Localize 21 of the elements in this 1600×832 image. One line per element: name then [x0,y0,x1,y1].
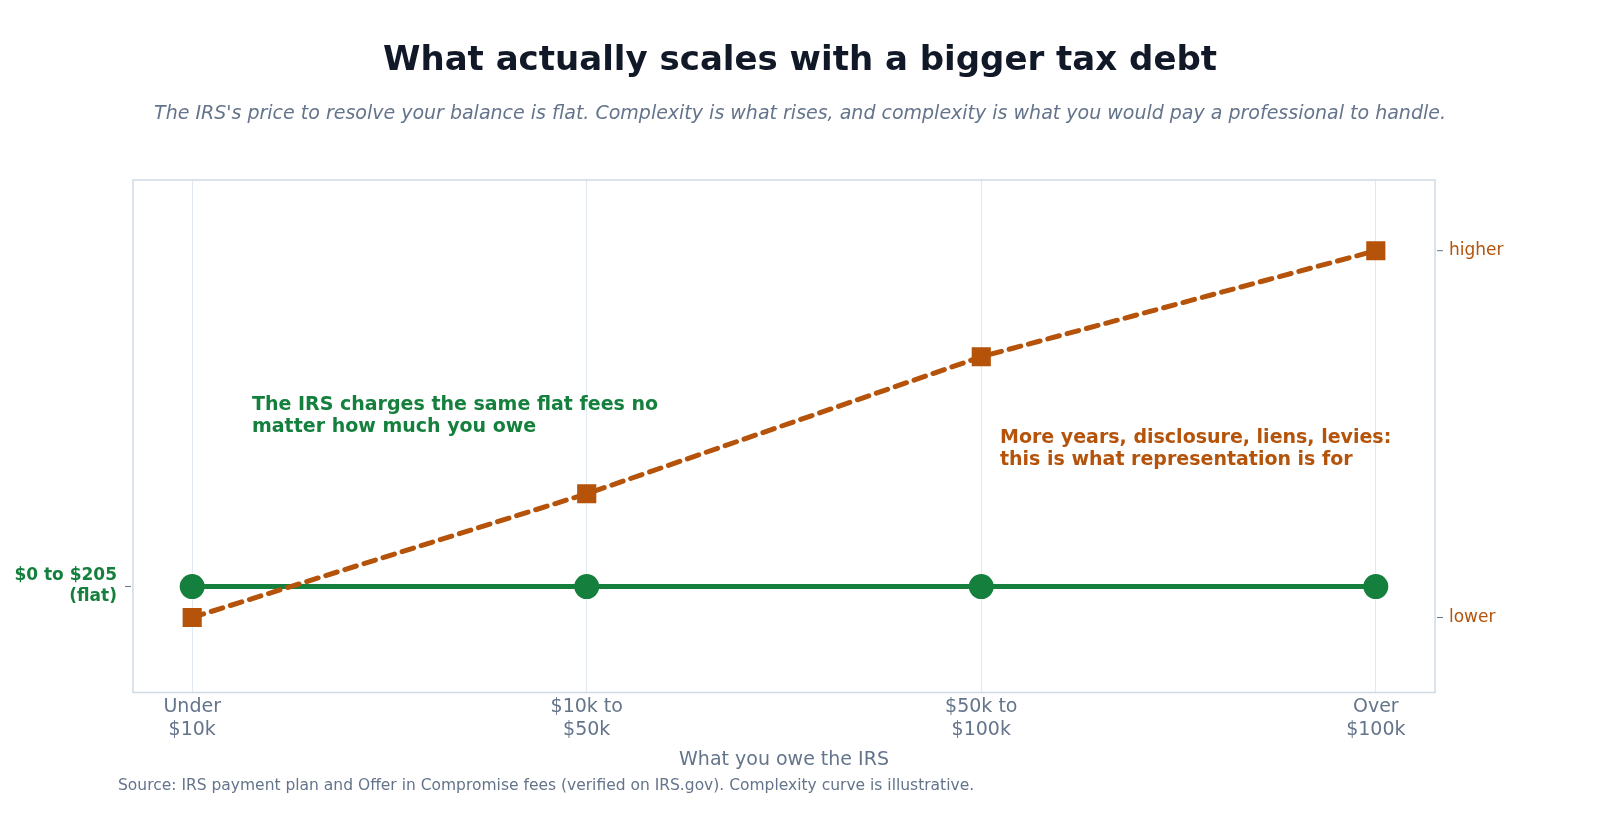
text: higher [1449,239,1504,260]
x-tick-label: $50k to $100k [945,693,1018,739]
x-tick-label: $10k to $50k [550,693,623,739]
point [1363,574,1389,600]
point [1366,241,1386,261]
source-note: Source: IRS payment plan and Offer in Compromise fees (verified on IRS.gov). Complexity curve is illustrative. [118,776,975,794]
chart-subtitle: The IRS's price to resolve your balance is flat. Complexity is what rises, and complexity is what you would pay a professional to handle. [153,101,1447,123]
x-tick-label: Under $10k [163,693,222,739]
text: lower [1449,605,1496,626]
text: $0 to $205 (flat) [14,564,117,606]
x-axis-title: What you owe the IRS [679,746,889,769]
x-tick-label: Over $100k [1346,693,1406,739]
point [577,484,597,504]
point [179,574,205,600]
chart-title: What actually scales with a bigger tax debt [381,38,1219,78]
annotation: More years, disclosure, liens, levies: this is what representation is for [1000,425,1393,469]
point [574,574,600,600]
point [968,574,994,600]
point [182,607,202,628]
point [971,347,991,367]
annotation: The IRS charges the same flat fees no matter how much you owe [252,392,660,436]
